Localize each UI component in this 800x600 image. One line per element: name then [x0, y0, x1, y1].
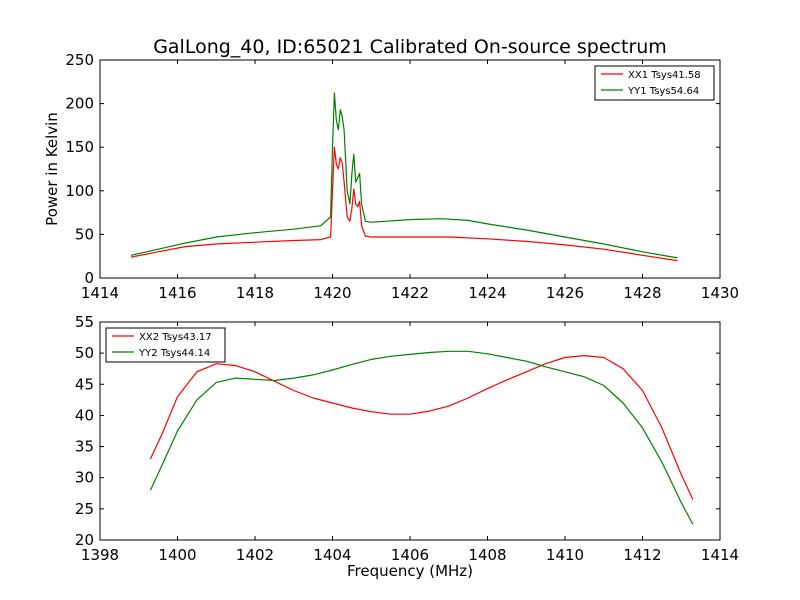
top-x-tick-label: 1422	[391, 284, 429, 302]
bottom-x-tick-label: 1410	[546, 546, 584, 564]
top-legend-box	[594, 65, 715, 101]
top-y-tick-label: 100	[65, 182, 94, 200]
bottom-y-tick-label: 25	[75, 500, 94, 518]
bottom-legend-box	[105, 327, 226, 363]
bottom-plot-marks: 1398 1400 1402 1404 1406 1408 1410 1412 1414 20 25…	[75, 313, 739, 564]
top-x-tick-label: 1430	[701, 284, 739, 302]
top-y-tick-label: 200	[65, 95, 94, 113]
top-x-tick-label: 1414	[81, 284, 119, 302]
bottom-x-tick-label: 1400	[158, 546, 196, 564]
top-x-tick-label: 1416	[158, 284, 196, 302]
legend-label-xx2: XX2 Tsys43.17	[139, 332, 212, 343]
bottom-y-tick-label: 45	[75, 375, 94, 393]
legend-label-xx1: XX1 Tsys41.58	[628, 70, 701, 81]
bottom-y-tick-label: 50	[75, 344, 94, 362]
top-legend: XX1 Tsys41.58 YY1 Tsys54.64	[594, 65, 715, 101]
figure-title: GalLong_40, ID:65021 Calibrated On-sourc…	[153, 36, 667, 58]
bottom-x-tick-label: 1408	[468, 546, 506, 564]
bottom-x-tick-label: 1402	[236, 546, 274, 564]
top-x-tick-label: 1418	[236, 284, 274, 302]
bottom-y-tick-label: 35	[75, 438, 94, 456]
legend-label-yy2: YY2 Tsys44.14	[138, 348, 210, 359]
bottom-x-tick-label: 1414	[701, 546, 739, 564]
bottom-y-tick-label: 40	[75, 406, 94, 424]
top-x-tick-label: 1424	[468, 284, 506, 302]
bottom-series-line-0	[149, 355, 694, 500]
bottom-series-line-1	[149, 350, 694, 525]
top-y-tick-label: 0	[84, 269, 94, 287]
bottom-x-tick-label: 1398	[81, 546, 119, 564]
bottom-y-tick-label: 55	[75, 313, 94, 331]
legend-label-yy1: YY1 Tsys54.64	[627, 86, 699, 97]
top-x-tick-label: 1428	[623, 284, 661, 302]
bottom-x-tick-label: 1406	[391, 546, 429, 564]
top-y-tick-label: 150	[65, 138, 94, 156]
bottom-x-tick-label: 1412	[623, 546, 661, 564]
top-y-axis-label: Power in Kelvin	[43, 112, 61, 226]
top-x-tick-label: 1426	[546, 284, 584, 302]
bottom-spectrum-panel: 1398 1400 1402 1404 1406 1408 1410 1412 1414 20 25…	[75, 313, 739, 580]
top-y-tick-label: 50	[75, 225, 94, 243]
top-y-tick-label: 250	[65, 51, 94, 69]
top-series-line-1	[130, 92, 678, 259]
top-plot-marks: 1414 1416 1418 1420 1422 1424 1426 1428 1430 0 50 1…	[65, 51, 739, 302]
bottom-y-tick-label: 20	[75, 531, 94, 549]
bottom-legend: XX2 Tsys43.17 YY2 Tsys44.14	[105, 327, 226, 363]
top-x-tick-label: 1420	[313, 284, 351, 302]
x-axis-label: Frequency (MHz)	[347, 562, 473, 580]
bottom-y-tick-label: 30	[75, 469, 94, 487]
top-spectrum-panel: 1414 1416 1418 1420 1422 1424 1426 1428 1430 0 50 1…	[43, 51, 739, 302]
top-series-line-0	[130, 146, 678, 262]
bottom-x-tick-label: 1404	[313, 546, 351, 564]
